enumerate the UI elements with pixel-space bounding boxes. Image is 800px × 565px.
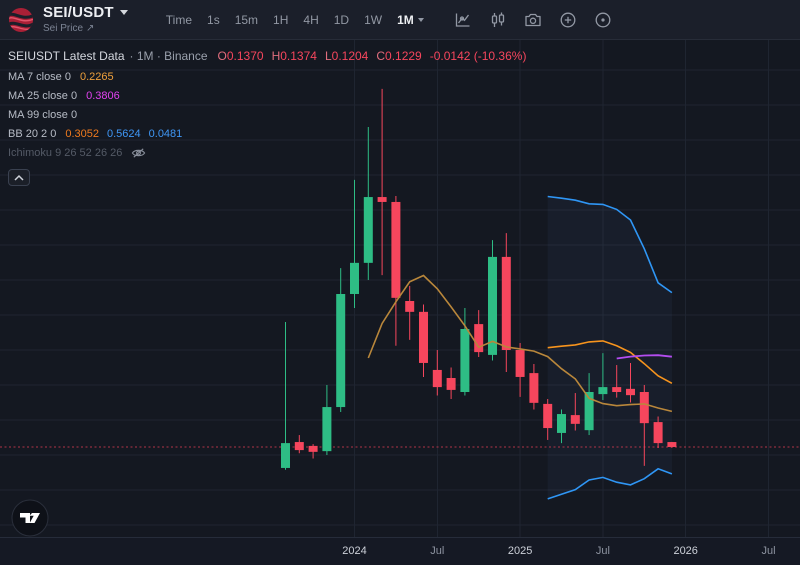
candle[interactable] xyxy=(281,443,290,468)
bb-lower-line xyxy=(547,467,673,500)
candle[interactable] xyxy=(639,392,649,424)
time-axis-label: 2026 xyxy=(673,545,698,557)
indicator-label: MA 25 close 0 xyxy=(8,89,78,102)
indicator-row[interactable]: Ichimoku 9 26 52 26 26 xyxy=(8,143,526,162)
chart-header: SEI/USDT Sei Price ↗ Time 1s 15m 1H 4H 1D 1W 1M xyxy=(0,0,800,40)
legend-symbol-title: SEIUSDT Latest Data xyxy=(8,49,125,63)
camera-snapshot-icon[interactable] xyxy=(522,9,544,31)
bb-basis-line xyxy=(547,340,673,385)
candle[interactable] xyxy=(405,301,415,312)
indicator-row[interactable]: BB 20 2 0 0.3052 0.5624 0.0481 xyxy=(8,124,526,143)
candle[interactable] xyxy=(377,197,387,202)
candle[interactable] xyxy=(667,442,677,447)
indicator-value: 0.3052 xyxy=(65,127,99,140)
interval-1w[interactable]: 1W xyxy=(364,12,383,27)
indicator-label: Ichimoku 9 26 52 26 26 xyxy=(8,146,123,159)
candle[interactable] xyxy=(336,294,346,408)
indicator-label: MA 7 close 0 xyxy=(8,70,71,83)
candle[interactable] xyxy=(350,262,359,294)
toolbar-icons xyxy=(452,9,614,31)
target-circle-icon[interactable] xyxy=(592,9,614,31)
interval-1h[interactable]: 1H xyxy=(273,12,289,27)
time-axis-label: 2025 xyxy=(507,545,533,557)
candle[interactable] xyxy=(460,329,470,392)
symbol-title: SEI/USDT xyxy=(43,3,114,21)
indicator-row[interactable]: MA 7 close 0 0.2265 xyxy=(8,67,526,86)
bb-upper-line xyxy=(547,195,673,294)
candles-display-icon[interactable] xyxy=(487,9,509,31)
interval-time[interactable]: Time xyxy=(165,12,193,27)
bollinger-fill xyxy=(547,196,672,499)
candle[interactable] xyxy=(626,388,635,396)
time-axis-label: 2024 xyxy=(342,545,367,557)
interval-toolbar: Time 1s 15m 1H 4H 1D 1W 1M xyxy=(160,10,430,30)
candle[interactable] xyxy=(446,378,456,390)
candle[interactable] xyxy=(294,442,304,451)
plus-circle-icon[interactable] xyxy=(557,9,579,31)
eye-off-icon[interactable] xyxy=(131,147,146,159)
legend-change: -0.0142 (-10.36%) xyxy=(429,49,527,63)
indicator-value: 0.3806 xyxy=(86,89,120,102)
ohlc-l: L0.1204 xyxy=(324,49,369,63)
legend-ohlc: O0.1370 H0.1374 L0.1204 C0.1229 xyxy=(218,49,422,63)
interval-1d[interactable]: 1D xyxy=(333,12,350,27)
indicator-label: BB 20 2 0 xyxy=(8,127,57,140)
ohlc-o: O0.1370 xyxy=(217,49,264,63)
candle[interactable] xyxy=(419,311,428,363)
candle[interactable] xyxy=(488,256,497,355)
chevron-up-icon xyxy=(14,174,24,181)
legend-indicator-rows: MA 7 close 0 0.2265 MA 25 close 0 0.3806 MA … xyxy=(8,67,526,162)
candle[interactable] xyxy=(570,415,580,424)
candle[interactable] xyxy=(557,414,566,433)
ohlc-c: C0.1229 xyxy=(376,49,422,63)
tradingview-logo[interactable] xyxy=(11,499,49,542)
indicator-row[interactable]: MA 25 close 0 0.3806 xyxy=(8,86,526,105)
candle[interactable] xyxy=(515,350,525,377)
indicator-value: 0.0481 xyxy=(148,127,183,140)
candles-series[interactable] xyxy=(281,88,677,470)
ma25-line xyxy=(616,354,672,360)
candle[interactable] xyxy=(653,422,663,444)
external-link-icon: ↗ xyxy=(86,22,95,34)
time-axis[interactable]: 2024 Jul 2025 Jul 2026 Jul xyxy=(0,537,800,565)
chevron-down-icon[interactable] xyxy=(119,10,128,16)
candle[interactable] xyxy=(501,256,511,350)
time-axis-label: Jul xyxy=(430,545,445,557)
legend-symbol-meta: · 1M · Binance xyxy=(129,49,208,63)
symbol-block[interactable]: SEI/USDT Sei Price ↗ xyxy=(8,5,128,34)
candle[interactable] xyxy=(322,407,332,452)
candle[interactable] xyxy=(529,373,539,403)
indicator-row[interactable]: MA 99 close 0 xyxy=(8,105,526,124)
indicators-icon[interactable] xyxy=(452,9,474,31)
candle[interactable] xyxy=(584,392,594,431)
interval-1s[interactable]: 1s xyxy=(207,12,220,27)
time-axis-label: Jul xyxy=(595,545,610,557)
indicator-label: MA 99 close 0 xyxy=(8,108,78,121)
legend-panel: SEIUSDT Latest Data · 1M · Binance O0.13… xyxy=(8,45,526,186)
candle[interactable] xyxy=(474,324,484,353)
candle[interactable] xyxy=(308,445,318,452)
candle[interactable] xyxy=(391,201,401,298)
legend-symbol-row[interactable]: SEIUSDT Latest Data · 1M · Binance O0.13… xyxy=(8,45,526,67)
time-axis-label: Jul xyxy=(761,545,776,557)
interval-4h[interactable]: 4H xyxy=(303,12,319,27)
collapse-indicators-button[interactable] xyxy=(8,169,30,186)
symbol-subtitle[interactable]: Sei Price xyxy=(43,22,84,34)
indicator-value: 0.5624 xyxy=(106,127,141,140)
indicator-value: 0.2265 xyxy=(79,70,114,83)
candle[interactable] xyxy=(432,369,442,388)
ma7-line xyxy=(367,274,673,413)
candle[interactable] xyxy=(598,387,608,395)
chevron-down-icon xyxy=(417,17,424,22)
ohlc-h: H0.1374 xyxy=(271,49,317,63)
candle[interactable] xyxy=(363,197,373,263)
candle[interactable] xyxy=(543,403,553,429)
interval-15m[interactable]: 15m xyxy=(234,12,259,27)
candle[interactable] xyxy=(612,387,622,392)
interval-1m[interactable]: 1M xyxy=(391,10,430,30)
sei-logo-icon xyxy=(9,7,33,32)
